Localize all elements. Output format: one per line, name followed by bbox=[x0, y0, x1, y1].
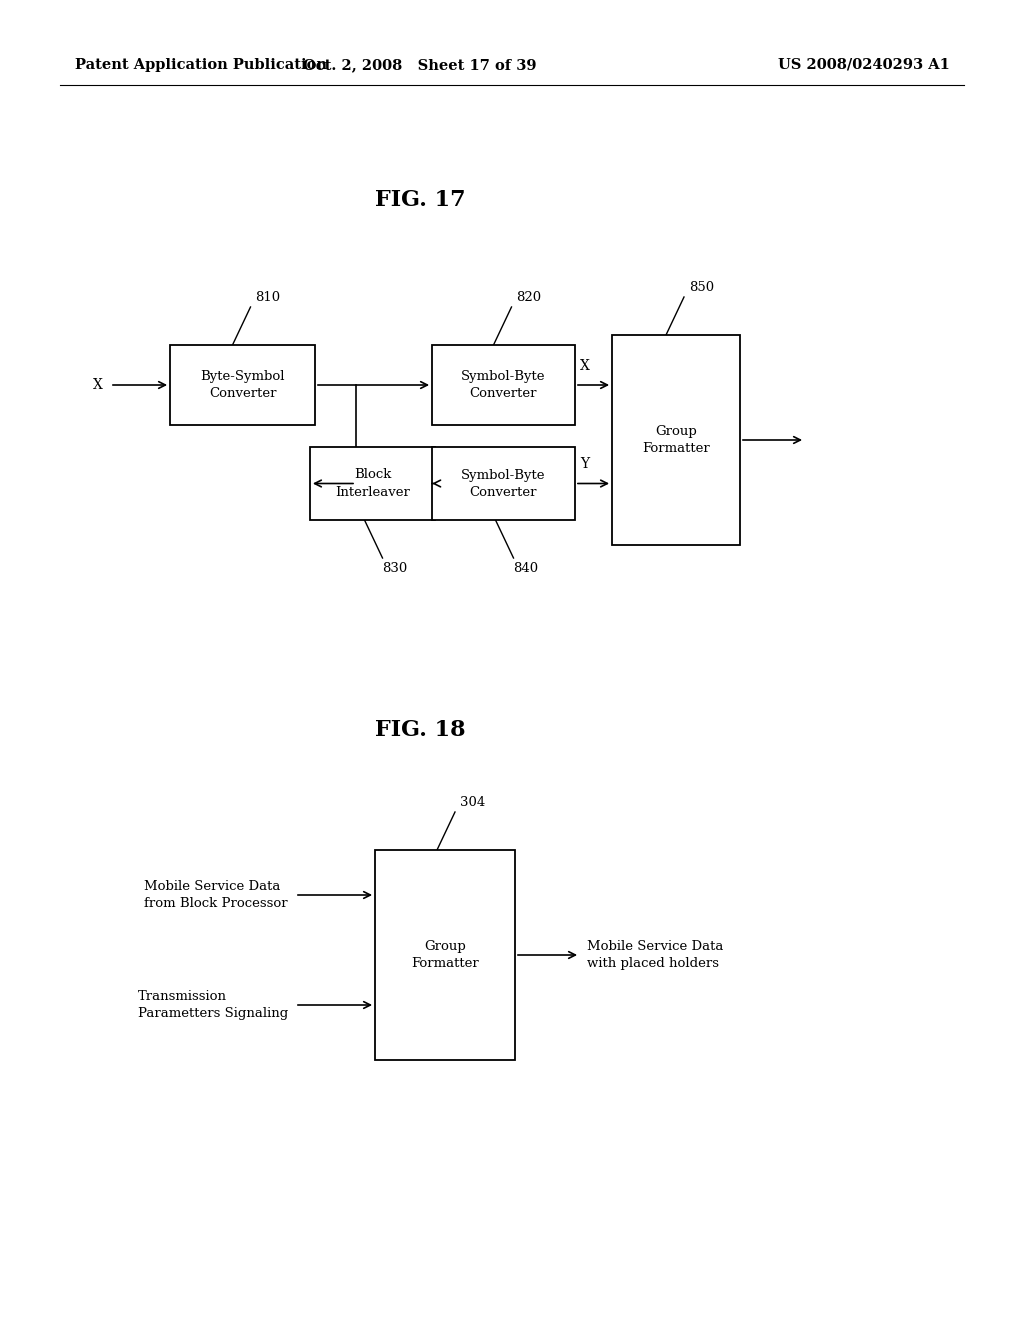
Text: Symbol-Byte
Converter: Symbol-Byte Converter bbox=[461, 370, 546, 400]
Bar bbox=[310, 447, 435, 520]
Text: 830: 830 bbox=[383, 562, 408, 576]
Text: Group
Formatter: Group Formatter bbox=[411, 940, 479, 970]
Text: X: X bbox=[93, 378, 103, 392]
Text: FIG. 17: FIG. 17 bbox=[375, 189, 465, 211]
Text: Block
Interleaver: Block Interleaver bbox=[335, 469, 410, 499]
Text: X: X bbox=[580, 359, 590, 374]
Text: Oct. 2, 2008   Sheet 17 of 39: Oct. 2, 2008 Sheet 17 of 39 bbox=[303, 58, 537, 73]
Text: Mobile Service Data
from Block Processor: Mobile Service Data from Block Processor bbox=[144, 880, 288, 909]
Bar bbox=[612, 335, 740, 545]
Bar bbox=[375, 850, 515, 1060]
Text: 820: 820 bbox=[516, 290, 542, 304]
Text: Patent Application Publication: Patent Application Publication bbox=[75, 58, 327, 73]
Text: Transmission
Parametters Signaling: Transmission Parametters Signaling bbox=[138, 990, 288, 1020]
Text: 810: 810 bbox=[256, 290, 281, 304]
Text: 840: 840 bbox=[513, 562, 539, 576]
Text: Mobile Service Data
with placed holders: Mobile Service Data with placed holders bbox=[587, 940, 723, 970]
Text: US 2008/0240293 A1: US 2008/0240293 A1 bbox=[778, 58, 950, 73]
Text: 850: 850 bbox=[689, 281, 714, 294]
Text: Symbol-Byte
Converter: Symbol-Byte Converter bbox=[461, 469, 546, 499]
Text: Byte-Symbol
Converter: Byte-Symbol Converter bbox=[201, 370, 285, 400]
Bar bbox=[432, 345, 575, 425]
Text: Group
Formatter: Group Formatter bbox=[642, 425, 710, 455]
Text: 304: 304 bbox=[460, 796, 485, 809]
Bar bbox=[170, 345, 315, 425]
Text: Y: Y bbox=[580, 458, 589, 471]
Bar bbox=[432, 447, 575, 520]
Text: FIG. 18: FIG. 18 bbox=[375, 719, 465, 741]
